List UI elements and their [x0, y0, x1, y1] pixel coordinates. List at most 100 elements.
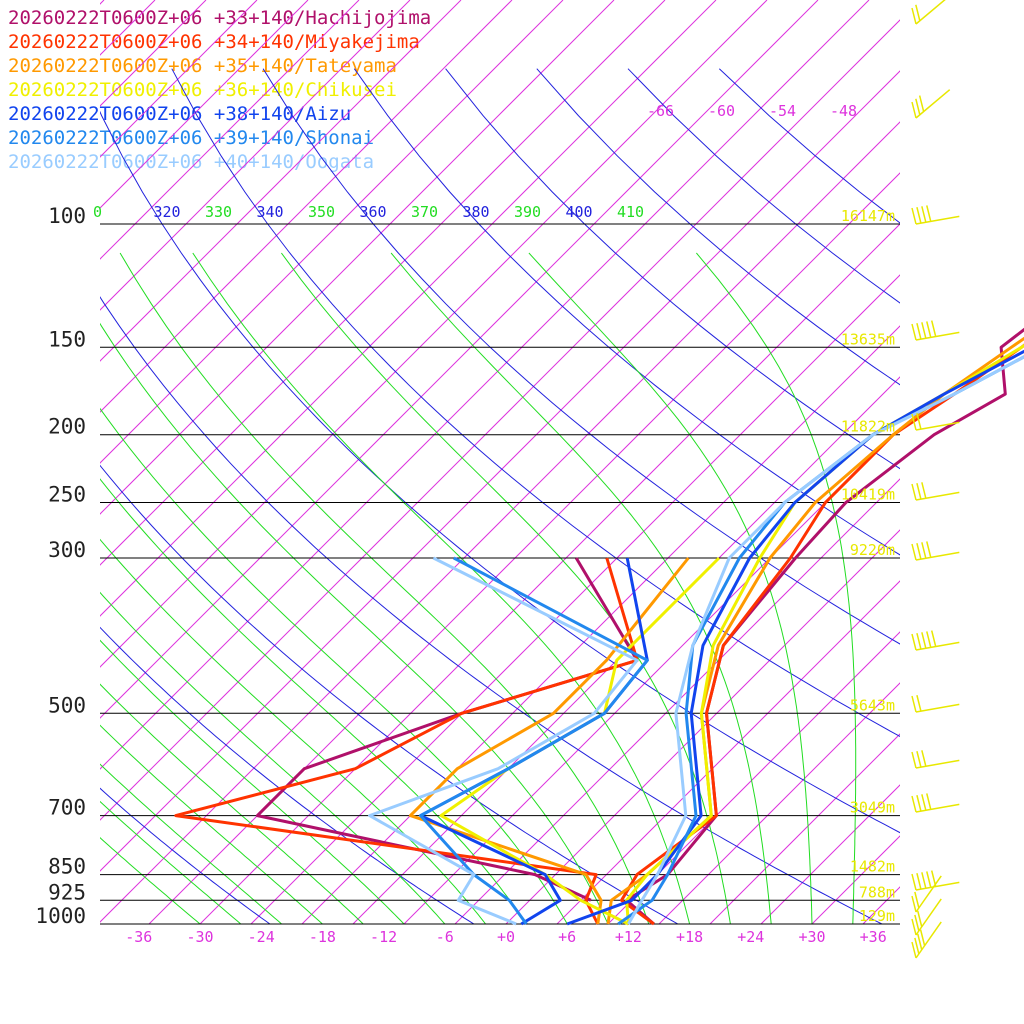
wind-barb — [911, 89, 951, 119]
dewpoint-line — [368, 556, 639, 926]
dry-adiabat-line — [536, 68, 900, 386]
x-tick-label: +24 — [737, 928, 764, 946]
pressure-label: 500 — [48, 693, 86, 717]
x-tick-label: +18 — [676, 928, 703, 946]
isotherm-line — [100, 0, 717, 617]
pressure-label: 700 — [48, 796, 86, 820]
theta-label: 350 — [308, 203, 335, 221]
sounding-profiles — [174, 327, 1024, 926]
theta-label: 360 — [360, 203, 387, 221]
isotherm-line — [100, 0, 360, 260]
isotherm-line — [100, 0, 819, 719]
isotherm-line — [100, 0, 564, 464]
isobar-lines — [100, 223, 900, 925]
moist-adiabat-line — [100, 538, 486, 924]
x-tick-label: -12 — [370, 928, 397, 946]
moist-adiabat-line — [100, 639, 405, 924]
legend-entry: 20260222T0600Z+06 +36+140/Chikusei — [8, 79, 397, 101]
isotherm-line — [100, 0, 768, 668]
x-tick-label: +6 — [558, 928, 576, 946]
wind-barb — [911, 541, 960, 561]
height-label: 3049m — [850, 799, 895, 817]
dry-adiabat-line — [100, 787, 271, 924]
x-tick-label: -30 — [186, 928, 213, 946]
dry-adiabat-line — [353, 68, 900, 556]
isotherm-line — [505, 529, 900, 924]
isotherm-line — [914, 0, 1024, 924]
legend-entry: 20260222T0600Z+06 +38+140/Aizu — [8, 103, 352, 125]
x-tick-label: +12 — [615, 928, 642, 946]
isotherm-line — [100, 70, 900, 872]
temperature-line — [566, 349, 1024, 926]
isotherm-line — [301, 325, 900, 924]
theta-label: 410 — [617, 203, 644, 221]
isotherm-line — [607, 631, 900, 924]
moist-adiabat-grid — [100, 252, 857, 924]
x-tick-label: -18 — [309, 928, 336, 946]
wind-barb — [911, 875, 942, 913]
upper-isotherm-label: -66 — [647, 102, 674, 120]
moist-adiabat-line — [100, 683, 364, 924]
temperature-line — [617, 355, 1024, 926]
dry-adiabat-line — [100, 464, 679, 924]
pressure-label: 1000 — [35, 904, 86, 928]
isotherm-line — [100, 19, 900, 821]
wind-barb — [911, 898, 942, 936]
temperature-line — [627, 355, 1024, 925]
isotherm-line — [658, 682, 900, 924]
legend-entry: 20260222T0600Z+06 +35+140/Tateyama — [8, 55, 397, 77]
theta-label: 380 — [463, 203, 490, 221]
isotherm-line — [760, 784, 900, 924]
moist-adiabat-line — [390, 252, 772, 924]
moist-adiabat-line — [528, 252, 813, 924]
theta-label: 370 — [411, 203, 438, 221]
isotherm-line — [100, 0, 309, 209]
isotherm-line — [100, 0, 156, 56]
isotherm-line — [556, 580, 900, 924]
theta-label: 390 — [514, 203, 541, 221]
dewpoint-line — [255, 557, 639, 902]
theta-label: 0 — [93, 203, 102, 221]
theta-label: 400 — [566, 203, 593, 221]
dry-adiabat-line — [100, 626, 475, 924]
wind-barb — [911, 482, 960, 501]
isotherm-line — [811, 835, 900, 924]
height-label: 129m — [859, 907, 895, 925]
legend-entry: 20260222T0600Z+06 +40+140/Oogata — [8, 151, 375, 173]
isotherm-line — [100, 0, 513, 413]
wind-barb — [911, 694, 960, 713]
pressure-label: 925 — [48, 880, 86, 904]
temperature-line — [606, 336, 1024, 925]
isotherm-line — [862, 886, 900, 924]
dewpoint-line — [439, 556, 721, 926]
theta-label: 330 — [205, 203, 232, 221]
isotherm-line — [250, 274, 900, 924]
height-label: 10419m — [841, 486, 895, 504]
wind-barb — [911, 205, 960, 225]
moist-adiabat-line — [100, 478, 527, 924]
moist-adiabat-line — [100, 800, 242, 924]
wind-barbs — [911, 0, 960, 959]
isotherm-line — [148, 172, 900, 924]
temperature-line — [625, 327, 1024, 926]
x-tick-label: +36 — [860, 928, 887, 946]
wind-barb — [911, 0, 946, 25]
x-tick-label: -36 — [125, 928, 152, 946]
height-label: 11822m — [841, 418, 895, 436]
moist-adiabat-line — [100, 322, 609, 924]
x-tick-label: +30 — [798, 928, 825, 946]
moist-adiabat-line — [280, 252, 731, 924]
wind-barb — [911, 630, 960, 651]
pressure-label: 300 — [48, 538, 86, 562]
x-tick-label: +0 — [497, 928, 515, 946]
height-label: 16147m — [841, 207, 895, 225]
isotherm-grid — [100, 0, 1024, 924]
isotherm-line — [100, 0, 615, 515]
pressure-label: 200 — [48, 415, 86, 439]
height-label: 5643m — [850, 696, 895, 714]
legend-entry: 20260222T0600Z+06 +39+140/Shonai — [8, 127, 375, 149]
theta-label: 340 — [257, 203, 284, 221]
temperature-line — [620, 343, 1024, 926]
pressure-label: 250 — [48, 483, 86, 507]
